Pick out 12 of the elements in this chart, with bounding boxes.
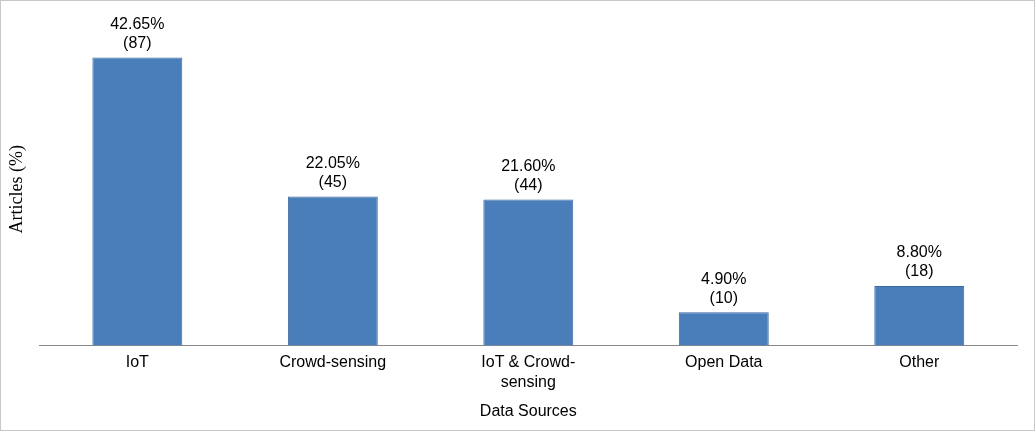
x-tick-label: Open Data <box>685 353 763 371</box>
x-tick-label: Other <box>899 353 940 371</box>
data-label: 21.60% (44) <box>501 156 556 193</box>
x-tick-label: Crowd-sensing <box>279 353 387 371</box>
x-axis-title: Data Sources <box>479 401 577 419</box>
x-tick-label: IoT & Crowd-sensing <box>481 353 576 390</box>
data-label: 8.80% (18) <box>896 243 942 280</box>
x-tick-label: IoT <box>125 353 150 371</box>
data-label: 42.65% (87) <box>110 14 165 51</box>
data-label: 4.90% (10) <box>701 269 747 306</box>
y-axis-title: Articles (%) <box>5 144 27 234</box>
data-label: 22.05% (45) <box>305 153 360 190</box>
